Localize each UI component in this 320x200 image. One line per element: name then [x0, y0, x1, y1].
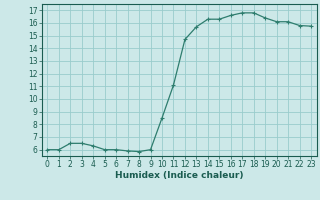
X-axis label: Humidex (Indice chaleur): Humidex (Indice chaleur) — [115, 171, 244, 180]
